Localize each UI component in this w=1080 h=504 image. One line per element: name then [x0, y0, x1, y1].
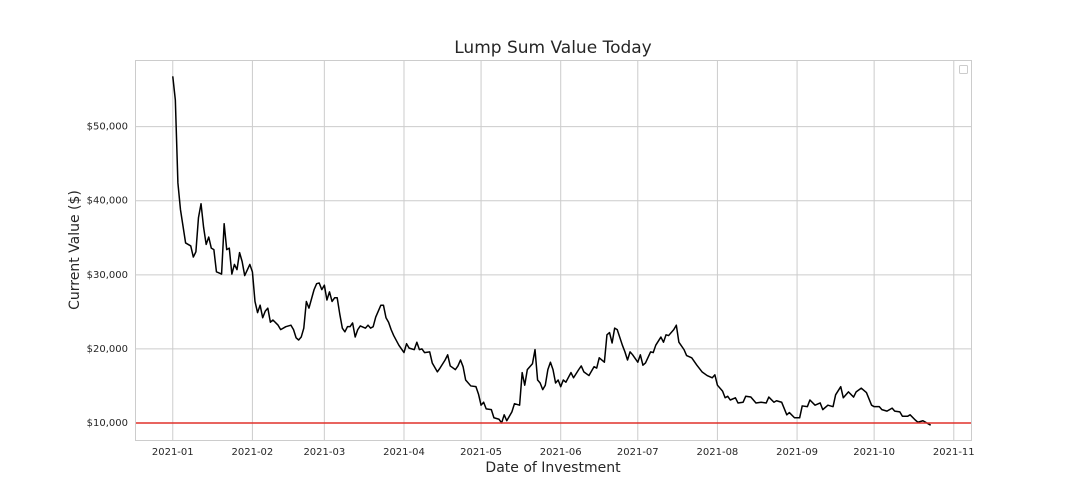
y-tick-label: $20,000	[87, 344, 128, 355]
legend-box	[959, 65, 968, 74]
x-tick-label: 2021-04	[383, 447, 425, 458]
x-tick-label: 2021-09	[776, 447, 818, 458]
y-tick-label: $10,000	[87, 418, 128, 429]
plot-frame	[135, 60, 972, 441]
x-tick-label: 2021-03	[303, 447, 345, 458]
x-axis-label: Date of Investment	[485, 460, 621, 476]
x-tick-label: 2021-05	[460, 447, 502, 458]
x-tick-label: 2021-02	[232, 447, 274, 458]
x-tick-label: 2021-08	[697, 447, 739, 458]
x-tick-label: 2021-01	[152, 447, 194, 458]
value-line	[172, 76, 932, 426]
ticks: 2021-01 2021-02 2021-03 2021-04 2021-05 2021-…	[87, 122, 975, 458]
y-tick-label: $30,000	[87, 270, 128, 281]
x-tick-label: 2021-10	[853, 447, 895, 458]
grid	[135, 60, 971, 440]
y-tick-label: $40,000	[87, 196, 128, 207]
x-tick-label: 2021-06	[540, 447, 582, 458]
x-tick-label: 2021-11	[933, 447, 975, 458]
chart-title: Lump Sum Value Today	[454, 38, 651, 58]
y-tick-label: $50,000	[87, 122, 128, 133]
y-axis-label: Current Value ($)	[67, 190, 83, 310]
x-tick-label: 2021-07	[617, 447, 659, 458]
marks	[135, 76, 971, 426]
